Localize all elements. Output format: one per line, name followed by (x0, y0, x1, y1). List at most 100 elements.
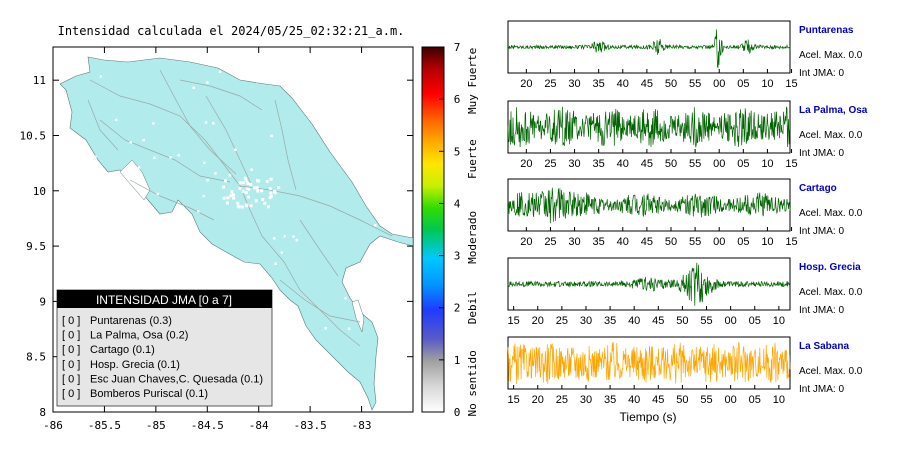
trace-x-tick-label: 45 (652, 394, 664, 406)
town-marker (272, 237, 276, 240)
station-jma-intensity: Int JMA: 0 (799, 68, 844, 79)
trace-x-tick-label: 35 (593, 158, 605, 170)
trace-x-tick-label: 15 (785, 236, 797, 248)
town-marker (344, 296, 347, 300)
town-marker (241, 189, 245, 193)
town-marker (156, 192, 160, 196)
town-marker (202, 194, 206, 198)
town-marker (192, 86, 195, 90)
station-max-accel: Acel. Max. 0.0 (799, 50, 863, 61)
colorbar: 7 6 5 4 3 2 1 0 Muy Fuerte Fuerte Moderado Debil No… (421, 41, 479, 419)
trace-x-tick-label: 20 (532, 394, 544, 406)
town-marker (250, 168, 253, 171)
legend-item-intensity: [ 0 ] (62, 373, 80, 385)
legend-item-label: Hosp. Grecia (0.1) (90, 359, 180, 371)
trace-x-tick-label: 05 (749, 394, 761, 406)
waveform-trace (507, 341, 791, 385)
colorbar-tick-label: 7 (454, 41, 461, 54)
town-marker (290, 92, 294, 96)
road (129, 179, 215, 221)
seismogram-panel: 20 25 30 35 40 45 50 55 00 05 10 15 La Palma, Osa Ace… (507, 100, 868, 170)
town-marker (269, 191, 273, 195)
trace-x-tick-label: 45 (641, 158, 653, 170)
town-marker (304, 94, 308, 97)
town-marker (222, 196, 226, 200)
map-y-tick-label: 8 (39, 406, 46, 419)
station-max-accel: Acel. Max. 0.0 (799, 287, 863, 298)
trace-x-tick-label: 25 (556, 315, 568, 327)
town-marker (320, 96, 323, 100)
legend-item-label: Bomberos Puriscal (0.1) (90, 388, 208, 400)
town-marker (256, 80, 259, 83)
map-y-axis: 11 10.5 10 9.5 9 8.5 8 (20, 74, 413, 419)
station-jma-intensity: Int JMA: 0 (799, 305, 844, 316)
trace-x-tick-label: 30 (568, 78, 580, 90)
town-marker (236, 201, 240, 205)
station-jma-intensity: Int JMA: 0 (799, 148, 844, 159)
colorbar-tick-label: 2 (454, 302, 461, 315)
town-marker (274, 262, 277, 265)
dulce-gulf-water (351, 299, 365, 333)
town-marker (261, 197, 265, 201)
town-marker (234, 148, 237, 152)
map-y-tick-label: 11 (33, 74, 46, 87)
trace-x-tick-label: 30 (568, 236, 580, 248)
nicoya-gulf-water (119, 159, 151, 201)
waveform-trace (507, 187, 791, 224)
colorbar-category-label: Debil (466, 291, 479, 324)
town-marker (295, 238, 299, 242)
town-marker (218, 70, 222, 74)
town-marker (347, 327, 351, 331)
town-marker (247, 195, 251, 199)
trace-x-tick-label: 50 (676, 394, 688, 406)
map-x-tick-label: -84.5 (191, 419, 224, 432)
road (279, 279, 361, 323)
station-name: Puntarenas (799, 25, 854, 36)
map-x-tick-label: -83 (352, 419, 372, 432)
town-marker (263, 201, 267, 205)
map-x-tick-label: -85.5 (88, 419, 121, 432)
town-marker (324, 327, 327, 330)
trace-x-tick-label: 05 (737, 236, 749, 248)
town-marker (223, 179, 227, 183)
trace-x-tick-label: 50 (665, 78, 677, 90)
town-marker (99, 75, 103, 78)
road (299, 219, 339, 277)
trace-x-tick-label: 55 (700, 394, 712, 406)
town-marker (229, 194, 233, 198)
town-marker (238, 187, 242, 191)
town-marker (232, 196, 236, 200)
trace-x-tick-label: 15 (508, 394, 520, 406)
trace-x-tick-label: 40 (628, 394, 640, 406)
town-marker (272, 189, 276, 193)
trace-x-tick-label: 15 (785, 158, 797, 170)
trace-x-tick-label: 40 (617, 236, 629, 248)
town-marker (292, 235, 295, 238)
road (179, 79, 263, 111)
town-marker (268, 196, 272, 200)
seismogram-panel: 15 20 25 30 35 40 45 50 55 00 05 10 Hosp. Grecia Acel… (507, 257, 863, 327)
time-axis-label: Tiempo (s) (620, 410, 677, 424)
town-marker (214, 172, 217, 175)
waveform-trace (507, 106, 791, 148)
town-marker (137, 166, 141, 169)
town-marker (266, 205, 270, 209)
town-marker (374, 224, 377, 227)
trace-x-tick-label: 45 (641, 78, 653, 90)
town-marker (153, 270, 157, 274)
road (99, 119, 231, 183)
town-marker (222, 185, 226, 189)
trace-x-tick-label: 25 (544, 236, 556, 248)
legend-item-label: Cartago (0.1) (90, 344, 155, 356)
legend-item-label: La Palma, Osa (0.2) (90, 330, 188, 342)
trace-x-tick-label: 30 (568, 158, 580, 170)
trace-x-tick-label: 25 (544, 78, 556, 90)
town-marker (169, 156, 172, 159)
town-marker (255, 186, 259, 190)
trace-x-tick-label: 00 (725, 315, 737, 327)
trace-x-tick-label: 05 (737, 158, 749, 170)
town-marker (111, 278, 115, 281)
trace-x-tick-label: 00 (713, 78, 725, 90)
colorbar-category-label: No sentido (466, 350, 479, 416)
legend-item-label: Puntarenas (0.3) (90, 315, 172, 327)
